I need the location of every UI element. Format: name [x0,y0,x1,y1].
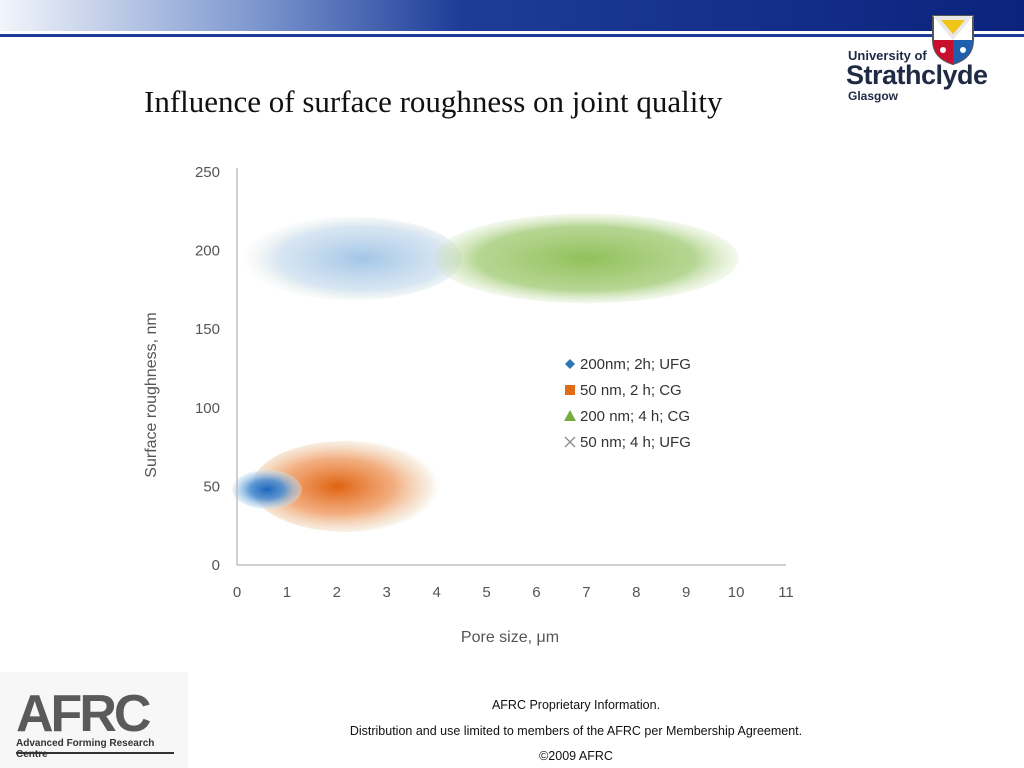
footer-line-1: AFRC Proprietary Information. [491,698,661,712]
legend-marker-diamond [565,359,575,369]
header-gradient-bar [0,0,1024,31]
data-region [251,440,442,532]
chart-legend: 200nm; 2h; UFG 50 nm, 2 h; CG 200 nm; 4 h;… [564,356,691,451]
y-tick-label: 250 [195,164,220,181]
y-tick-label: 150 [195,321,220,338]
x-tick-label: 8 [632,584,640,601]
logo-line1: University of [848,48,927,63]
data-regions [232,213,739,532]
legend-marker-x [564,436,576,448]
logo-line2: Strathclyde [846,60,988,90]
strathclyde-logo: University of Strathclyde Glasgow [842,10,992,105]
y-tick-label: 100 [195,400,220,417]
data-region [232,469,302,510]
x-tick-label: 7 [582,584,590,601]
legend-label: 200nm; 2h; UFG [580,356,691,373]
y-tick-label: 200 [195,243,220,260]
crest-icon [932,15,974,66]
x-tick-label: 5 [482,584,490,601]
legend-label: 50 nm; 4 h; UFG [580,434,691,451]
slide-title: Influence of surface roughness on joint … [144,84,723,119]
legend-label: 50 nm, 2 h; CG [580,382,682,399]
chart-axes [236,168,786,566]
afrc-logo-rule [16,752,174,754]
pore-size-chart: 0 1 2 3 4 5 6 7 8 9 10 11 0 50 100 150 200 250 200nm; 2h;… [143,164,794,646]
legend-marker-square [565,385,575,395]
x-tick-label: 11 [778,584,794,601]
logo-line3: Glasgow [848,89,899,103]
x-tick-label: 6 [532,584,540,601]
x-tick-label: 4 [432,584,440,601]
chart-ticks: 0 1 2 3 4 5 6 7 8 9 10 11 0 50 100 150 200 250 [195,164,794,601]
data-region [434,213,739,304]
legend-marker-triangle [564,410,576,421]
y-tick-label: 50 [203,478,220,495]
legend-label: 200 nm; 4 h; CG [580,408,690,425]
data-region [241,216,462,301]
x-tick-label: 3 [383,584,391,601]
header-divider [0,34,1024,37]
x-tick-label: 10 [728,584,745,601]
x-tick-label: 1 [283,584,291,601]
footer-line-2: Distribution and use limited to members … [349,724,803,738]
x-tick-label: 0 [233,584,241,601]
y-tick-label: 0 [212,557,220,574]
afrc-logo-text: AFRC [16,685,151,743]
x-axis-label: Pore size, μm [461,629,559,646]
x-tick-label: 9 [682,584,690,601]
footer-line-3: ©2009 AFRC [539,749,613,763]
afrc-logo: AFRC Advanced Forming Research Centre [0,672,188,768]
y-axis-label: Surface roughness, nm [143,312,160,477]
afrc-logo-subtext: Advanced Forming Research Centre [16,738,155,760]
x-tick-label: 2 [333,584,341,601]
